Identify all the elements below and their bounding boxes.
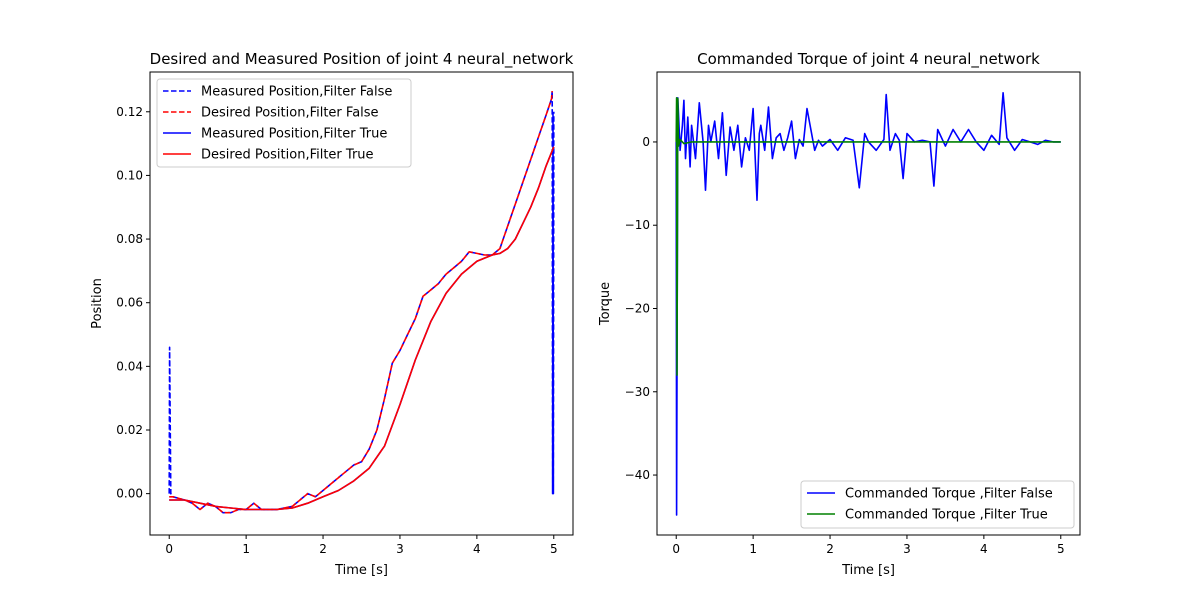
position-legend: Measured Position,Filter False Desired Po… <box>156 78 412 168</box>
position-y-tick-label: 0.12 <box>116 105 143 119</box>
torque-chart-title: Commanded Torque of joint 4 neural_netwo… <box>697 50 1040 69</box>
torque-x-tick-label: 5 <box>1057 542 1065 556</box>
position-axes: Desired and Measured Position of joint 4… <box>90 50 574 578</box>
torque-axes: Commanded Torque of joint 4 neural_netwo… <box>598 50 1081 578</box>
torque-axes-frame <box>656 71 1081 536</box>
position-y-tick-label: 0.00 <box>116 487 143 501</box>
position-axes-frame <box>149 71 574 536</box>
torque-y-tick-label: −30 <box>625 385 650 399</box>
position-y-tick-label: 0.08 <box>116 232 143 246</box>
torque-legend-box <box>800 480 1075 529</box>
torque-ticks: 0 1 2 3 4 5 −40 −30 −20 −10 0 <box>625 135 1065 556</box>
torque-series <box>675 92 1061 516</box>
torque-x-tick-label: 3 <box>903 542 911 556</box>
position-y-axis-label: Position <box>90 278 105 329</box>
torque-x-tick-label: 0 <box>672 542 680 556</box>
position-y-tick-label: 0.10 <box>116 168 143 182</box>
position-x-tick-label: 0 <box>165 542 173 556</box>
torque-y-axis-label: Torque <box>598 282 613 326</box>
position-y-tick-label: 0.06 <box>116 296 143 310</box>
position-y-tick-label: 0.04 <box>116 359 143 373</box>
torque-series-line <box>675 92 1061 516</box>
position-legend-label: Measured Position,Filter True <box>201 127 387 142</box>
position-chart-title: Desired and Measured Position of joint 4… <box>150 50 574 69</box>
position-ticks: 0 1 2 3 4 5 0.00 0.02 0.04 0.06 0.08 0.10 0.12 <box>116 105 557 556</box>
torque-x-tick-label: 1 <box>749 542 757 556</box>
torque-y-tick-label: −10 <box>625 218 650 232</box>
position-legend-label: Desired Position,Filter True <box>201 148 374 163</box>
position-x-tick-label: 4 <box>473 542 481 556</box>
position-series <box>168 90 555 514</box>
position-legend-label: Measured Position,Filter False <box>201 85 392 100</box>
position-y-tick-label: 0.02 <box>116 423 143 437</box>
torque-x-tick-label: 2 <box>826 542 834 556</box>
position-series-line <box>169 146 555 511</box>
torque-x-axis-label: Time [s] <box>841 563 895 578</box>
torque-y-tick-label: −20 <box>625 301 650 315</box>
torque-legend-label: Commanded Torque ,Filter False <box>845 487 1053 502</box>
torque-series-line <box>675 97 1061 376</box>
position-legend-box <box>156 78 412 168</box>
position-series-line <box>169 91 553 514</box>
position-x-tick-label: 3 <box>396 542 404 556</box>
torque-legend-label: Commanded Torque ,Filter True <box>845 508 1048 523</box>
position-legend-label: Desired Position,Filter False <box>201 106 379 121</box>
position-x-axis-label: Time [s] <box>334 563 388 578</box>
position-x-tick-label: 1 <box>242 542 250 556</box>
position-x-tick-label: 5 <box>550 542 558 556</box>
torque-legend: Commanded Torque ,Filter False Commanded … <box>800 480 1075 529</box>
torque-y-tick-label: 0 <box>642 135 650 149</box>
torque-y-tick-label: −40 <box>625 468 650 482</box>
torque-x-tick-label: 4 <box>980 542 988 556</box>
position-x-tick-label: 2 <box>319 542 327 556</box>
